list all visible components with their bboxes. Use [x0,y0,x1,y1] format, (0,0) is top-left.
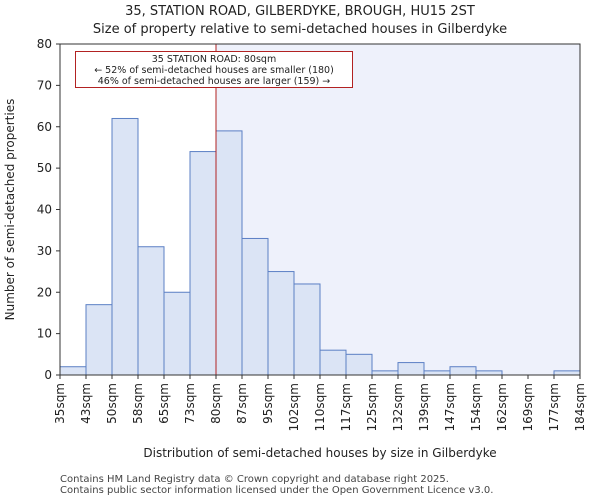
histogram-bar [137,246,165,376]
x-tick-label: 80sqm [209,383,223,424]
histogram-chart: 0 10 20 30 40 50 60 70 80 35sqm 43sqm 50sqm 58sqm 65s… [3,37,587,460]
x-tick-label: 50sqm [105,383,119,424]
histogram-bar [293,283,321,376]
histogram-bar [189,151,217,376]
chart-title: Size of property relative to semi-detach… [92,22,508,37]
x-tick-label: 58sqm [131,383,145,424]
y-tick-label: 50 [37,161,52,175]
x-tick-label: 117sqm [339,383,353,431]
x-tick-label: 177sqm [547,383,561,431]
footer-copyright: Contains HM Land Registry data © Crown c… [60,474,449,485]
y-tick-label: 0 [44,368,52,382]
histogram-bar [241,237,269,376]
annotation-smaller: ← 52% of semi-detached houses are smalle… [94,65,334,76]
annotation-larger: 46% of semi-detached houses are larger (… [97,76,331,87]
x-tick-label: 35sqm [53,383,67,424]
histogram-bar [319,349,347,376]
histogram-bar [423,370,451,376]
x-tick-label: 95sqm [261,383,275,424]
x-tick-label: 110sqm [313,383,327,431]
y-tick-label: 60 [37,120,52,134]
histogram-bar [449,366,477,376]
annotation-property: 35 STATION ROAD: 80sqm [151,54,277,65]
y-tick-label: 20 [37,285,52,299]
y-axis-label: Number of semi-detached properties [3,99,17,321]
x-tick-label: 125sqm [365,383,379,431]
x-tick-label: 154sqm [469,383,483,431]
histogram-bar [345,353,373,376]
y-tick-label: 70 [37,78,52,92]
y-tick-label: 80 [37,37,52,51]
histogram-bar [85,304,113,376]
histogram-bar [553,370,581,376]
y-tick-label: 30 [37,244,52,258]
x-axis-label: Distribution of semi-detached houses by … [143,446,496,460]
x-tick-label: 73sqm [183,383,197,424]
histogram-bar [111,117,139,376]
histogram-bar [475,370,503,376]
x-tick-label: 169sqm [521,383,535,431]
footer-licence: Contains public sector information licen… [60,485,494,496]
x-tick-label: 147sqm [443,383,457,431]
histogram-bar [215,130,243,376]
x-tick-label: 43sqm [79,383,93,424]
x-tick-label: 184sqm [573,383,587,431]
histogram-bar [371,370,399,376]
property-annotation-box: 35 STATION ROAD: 80sqm ← 52% of semi-det… [75,51,353,88]
histogram-bar [59,366,87,376]
x-tick-label: 132sqm [391,383,405,431]
y-tick-label: 40 [37,203,52,217]
x-tick-label: 139sqm [417,383,431,431]
x-tick-label: 65sqm [157,383,171,424]
histogram-bar [163,291,191,376]
x-tick-label: 102sqm [287,383,301,431]
histogram-bar [267,271,295,376]
chart-title-address: 35, STATION ROAD, GILBERDYKE, BROUGH, HU… [125,4,475,19]
histogram-bar [397,362,425,376]
x-tick-label: 87sqm [235,383,249,424]
x-tick-label: 162sqm [495,383,509,431]
y-tick-label: 10 [37,327,52,341]
